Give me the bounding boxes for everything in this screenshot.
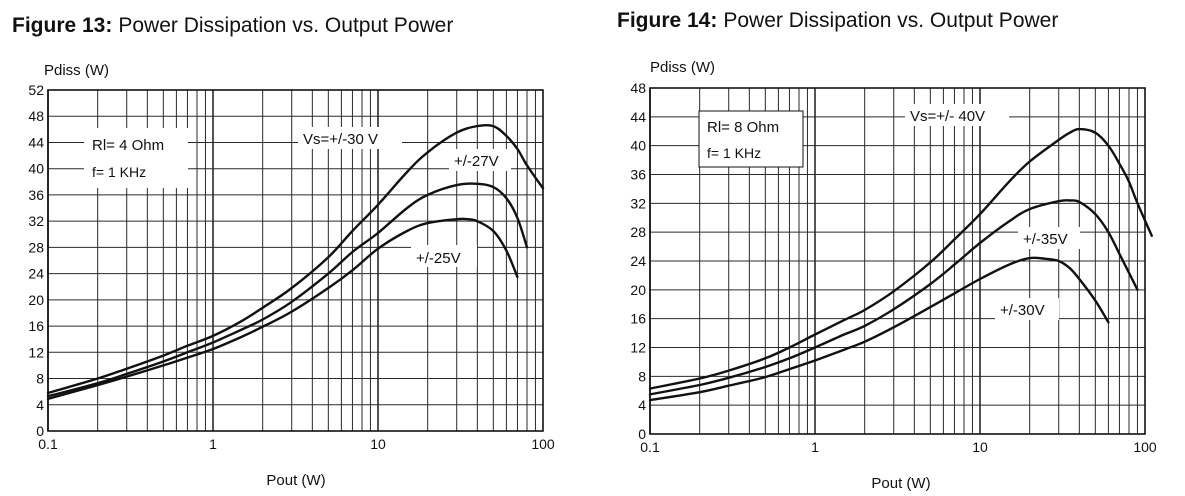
figure-14-title-prefix: Figure 14:	[617, 9, 717, 32]
figure-14-series-curve-1	[648, 199, 1139, 396]
figure-13-label-bg-25v	[411, 245, 477, 267]
figure-13-y-tick-label: 28	[28, 239, 44, 255]
figure-13-x-tick-label: 0.1	[38, 436, 58, 452]
figure-14-label-bg-30v	[995, 298, 1059, 320]
figure-14-x-tick-label: 10	[972, 439, 988, 455]
figure-13-conditions-box	[84, 128, 188, 188]
figure-14-conditions-box	[698, 110, 804, 168]
figure-13-title: Figure 13: Power Dissipation vs. Output P…	[12, 14, 453, 37]
figure-13-y-tick-label: 24	[28, 266, 44, 282]
figure-13-title-prefix: Figure 13:	[12, 14, 112, 37]
figure-13-load-condition: Rl= 4 Ohm	[92, 137, 164, 154]
figure-13-y-tick-label: 32	[28, 213, 44, 229]
figure-14-y-tick-label: 36	[630, 167, 646, 183]
figure-14-series-label-40v: Vs=+/- 40V	[910, 108, 985, 125]
figure-13-frequency-condition: f= 1 KHz	[92, 164, 146, 180]
figure-14-load-condition: Rl= 8 Ohm	[707, 119, 779, 136]
figure-14-frequency-condition: f= 1 KHz	[707, 145, 761, 161]
figure-13-y-tick-label: 8	[36, 371, 44, 387]
figure-13-y-tick-label: 52	[28, 82, 44, 98]
figure-13-y-tick-label: 4	[36, 397, 44, 413]
figure-13-plot-frame	[47, 89, 544, 432]
figure-14-y-tick-label: 44	[630, 109, 646, 125]
figure-14-series-curve-2	[648, 256, 1110, 402]
figure-14-x-tick-label: 1	[811, 439, 819, 455]
figure-13-y-tick-label: 44	[28, 134, 44, 150]
figure-14-y-axis-label: Pdiss (W)	[650, 59, 715, 76]
figure-13-x-tick-label: 1	[209, 436, 217, 452]
figure-13-x-tick-label: 100	[531, 436, 555, 452]
figure-13-series-label-27v: +/-27V	[454, 153, 499, 170]
figure-14-y-tick-label: 32	[630, 195, 646, 211]
figure-13-y-tick-label: 12	[28, 344, 44, 360]
figure-14-label-bg-40v	[905, 104, 1009, 126]
figure-14-chart: Figure 14: Power Dissipation vs. Output P…	[617, 9, 1157, 492]
figure-14-title: Figure 14: Power Dissipation vs. Output P…	[617, 9, 1058, 32]
figure-13-y-tick-label: 16	[28, 318, 44, 334]
figure-14-y-tick-label: 28	[630, 224, 646, 240]
figure-13-series-label-30v: Vs=+/-30 V	[303, 131, 378, 148]
figure-14-series-label-35v: +/-35V	[1023, 231, 1068, 248]
figure-13-label-bg-27v	[449, 149, 511, 171]
figure-14-label-bg-35v	[1018, 227, 1080, 249]
figure-14-plot-frame	[649, 87, 1146, 435]
figure-14-y-tick-label: 0	[638, 426, 646, 442]
figure-14-x-tick-label: 0.1	[640, 439, 660, 455]
figure-14-series-label-30v: +/-30V	[1000, 302, 1045, 319]
figure-13-label-bg-30v	[298, 127, 402, 149]
figure-14-series-curve-0	[648, 127, 1153, 390]
figure-13-x-tick-label: 10	[370, 436, 386, 452]
figure-13-x-axis-label: Pout (W)	[266, 472, 325, 489]
figure-13-title-text: Power Dissipation vs. Output Power	[118, 14, 453, 37]
figure-14-y-tick-label: 16	[630, 311, 646, 327]
figure-14-x-axis-label: Pout (W)	[871, 475, 930, 492]
figure-14-y-tick-label: 24	[630, 253, 646, 269]
figure-14-y-tick-label: 48	[630, 80, 646, 96]
figure-13-y-tick-label: 48	[28, 108, 44, 124]
figure-13-series-label-25v: +/-25V	[416, 250, 461, 267]
figure-13-y-tick-label: 36	[28, 187, 44, 203]
figure-14-x-tick-label: 100	[1133, 439, 1157, 455]
figure-13-y-tick-label: 40	[28, 161, 44, 177]
figure-13-chart: Figure 13: Power Dissipation vs. Output P…	[12, 14, 555, 489]
figure-14-y-tick-label: 4	[638, 397, 646, 413]
figure-14-y-tick-label: 20	[630, 282, 646, 298]
figure-13-y-axis-label: Pdiss (W)	[44, 62, 109, 79]
figure-14-y-tick-label: 40	[630, 138, 646, 154]
figure-14-y-tick-label: 12	[630, 340, 646, 356]
figure-13-series-curve-2	[46, 217, 519, 401]
figure-14-title-text: Power Dissipation vs. Output Power	[723, 9, 1058, 32]
figure-13-y-tick-label: 0	[36, 423, 44, 439]
figure-13-y-tick-label: 20	[28, 292, 44, 308]
figure-14-y-tick-label: 8	[638, 368, 646, 384]
figure-13-series-curve-0	[46, 123, 545, 395]
figure-13-series-curve-1	[46, 182, 529, 398]
